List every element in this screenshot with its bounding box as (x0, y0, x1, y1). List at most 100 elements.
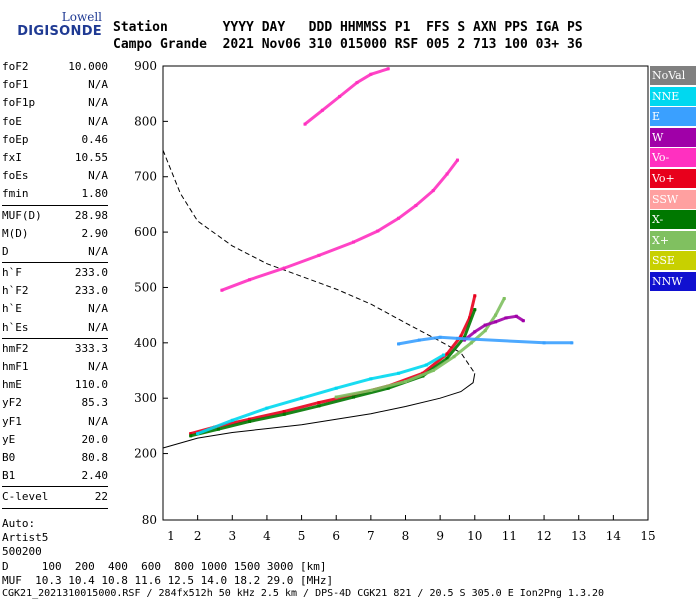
echo-point (334, 395, 338, 399)
echo-point (369, 72, 373, 76)
param-name: foEs (2, 169, 29, 183)
param-row: C-level 22 (2, 488, 108, 506)
echo-point (469, 341, 473, 345)
echo-point (483, 329, 487, 333)
legend-item: NoVal (650, 66, 696, 85)
echo-point (494, 313, 498, 317)
echo-point (230, 418, 234, 422)
echo-point (397, 371, 401, 375)
legend-item: W (650, 127, 696, 147)
echo-point (338, 94, 342, 98)
echo-point (303, 122, 307, 126)
x-tick-label: 6 (332, 529, 340, 543)
header-row2: Campo Grande 2021 Nov06 310 015000 RSF 0… (113, 37, 583, 52)
param-row: fmin 1.80 (2, 185, 108, 203)
legend-item: Vo- (650, 148, 696, 168)
header-row1: Station YYYY DAY DDD HHMMSS P1 FFS S AXN… (113, 20, 583, 35)
param-value: 333.3 (74, 341, 108, 355)
echo-point (504, 316, 508, 320)
param-name: hmF1 (2, 360, 29, 373)
x-tick-label: 10 (467, 529, 482, 543)
param-name: fxI (2, 150, 22, 164)
x-tick-label: 11 (502, 529, 517, 543)
param-row: D N/A (2, 243, 108, 261)
echo-trace (189, 294, 477, 436)
param-value: 20.0 (81, 432, 109, 446)
digisonde-logo: Lowell DIGISONDE (6, 10, 102, 40)
param-value: 80.8 (81, 450, 109, 464)
x-tick-label: 8 (402, 529, 410, 543)
echo-trace (397, 335, 574, 346)
param-row: yF1 N/A (2, 413, 108, 431)
echo-point (452, 355, 456, 359)
param-value: N/A (88, 302, 108, 316)
echo-point (248, 417, 252, 421)
param-separator (2, 262, 108, 264)
param-name: yE (2, 432, 16, 446)
param-name: hmF2 (2, 341, 29, 355)
echo-point (455, 336, 459, 340)
y-tick-label: 200 (134, 447, 157, 461)
param-value: N/A (88, 320, 108, 334)
param-name: h`Es (2, 320, 29, 334)
x-tick-label: 7 (367, 529, 375, 543)
param-name: yF1 (2, 414, 22, 428)
echo-point (320, 108, 324, 112)
curve-virtual-height-model (162, 373, 476, 449)
x-tick-label: 9 (436, 529, 444, 543)
y-tick-label: 80 (142, 513, 157, 527)
echo-point (445, 356, 449, 360)
echo-point (352, 395, 356, 399)
param-name: foF1 (2, 78, 29, 92)
echo-point (473, 308, 477, 312)
param-row: h`F2 233.0 (2, 282, 108, 300)
param-value: N/A (88, 96, 108, 110)
echo-point (220, 288, 224, 292)
legend-item: NNW (650, 271, 696, 291)
logo-line2: DIGISONDE (17, 24, 102, 39)
auto-scaling-text: Artist5 (2, 530, 49, 544)
parameter-panel: foF2 10.000 foF1 N/A foF1p N/A foE N/A foEp 0.46 f… (2, 58, 108, 559)
y-tick-label: 800 (134, 114, 157, 128)
param-row: h`Es N/A (2, 319, 108, 337)
param-row: hmE 110.0 (2, 376, 108, 394)
param-value: 2.40 (81, 469, 109, 483)
echo-point (317, 404, 321, 408)
param-row: B0 80.8 (2, 449, 108, 467)
param-value: N/A (88, 169, 108, 183)
param-value: 22 (94, 490, 108, 504)
x-tick-label: 14 (606, 529, 622, 543)
param-value: 0.46 (81, 132, 109, 146)
param-row: h`F 233.0 (2, 264, 108, 282)
echo-point (369, 388, 373, 392)
y-tick-label: 300 (134, 391, 157, 405)
echo-point (483, 323, 487, 327)
param-value: 85.3 (81, 396, 109, 410)
param-name: hmE (2, 378, 22, 392)
y-tick-label: 500 (134, 280, 157, 294)
echo-trace (303, 67, 390, 126)
x-tick-label: 5 (298, 529, 306, 543)
param-name: foF2 (2, 60, 29, 73)
echo-point (438, 335, 442, 339)
x-tick-label: 15 (640, 529, 655, 543)
echo-point (459, 334, 463, 338)
param-name: yF2 (2, 396, 22, 410)
echo-point (417, 338, 421, 342)
echo-point (282, 266, 286, 270)
echo-point (514, 314, 518, 318)
param-value: N/A (88, 244, 108, 258)
param-row: foE N/A (2, 113, 108, 131)
echo-point (442, 353, 446, 357)
curve-profile (162, 150, 476, 374)
muf-row: MUF 10.3 10.4 10.8 11.6 12.5 14.0 18.2 2… (2, 574, 334, 587)
file-info: CGK21_2021310015000.RSF / 284fx512h 50 k… (2, 588, 605, 599)
param-row: fxI 10.55 (2, 149, 108, 167)
param-value: 28.98 (74, 208, 108, 222)
auto-scaling-text: Auto: (2, 516, 36, 530)
echo-point (542, 341, 546, 345)
param-row: foF2 10.000 (2, 58, 108, 76)
param-row: foF1p N/A (2, 94, 108, 112)
y-tick-label: 400 (134, 336, 157, 350)
x-tick-label: 13 (571, 529, 586, 543)
